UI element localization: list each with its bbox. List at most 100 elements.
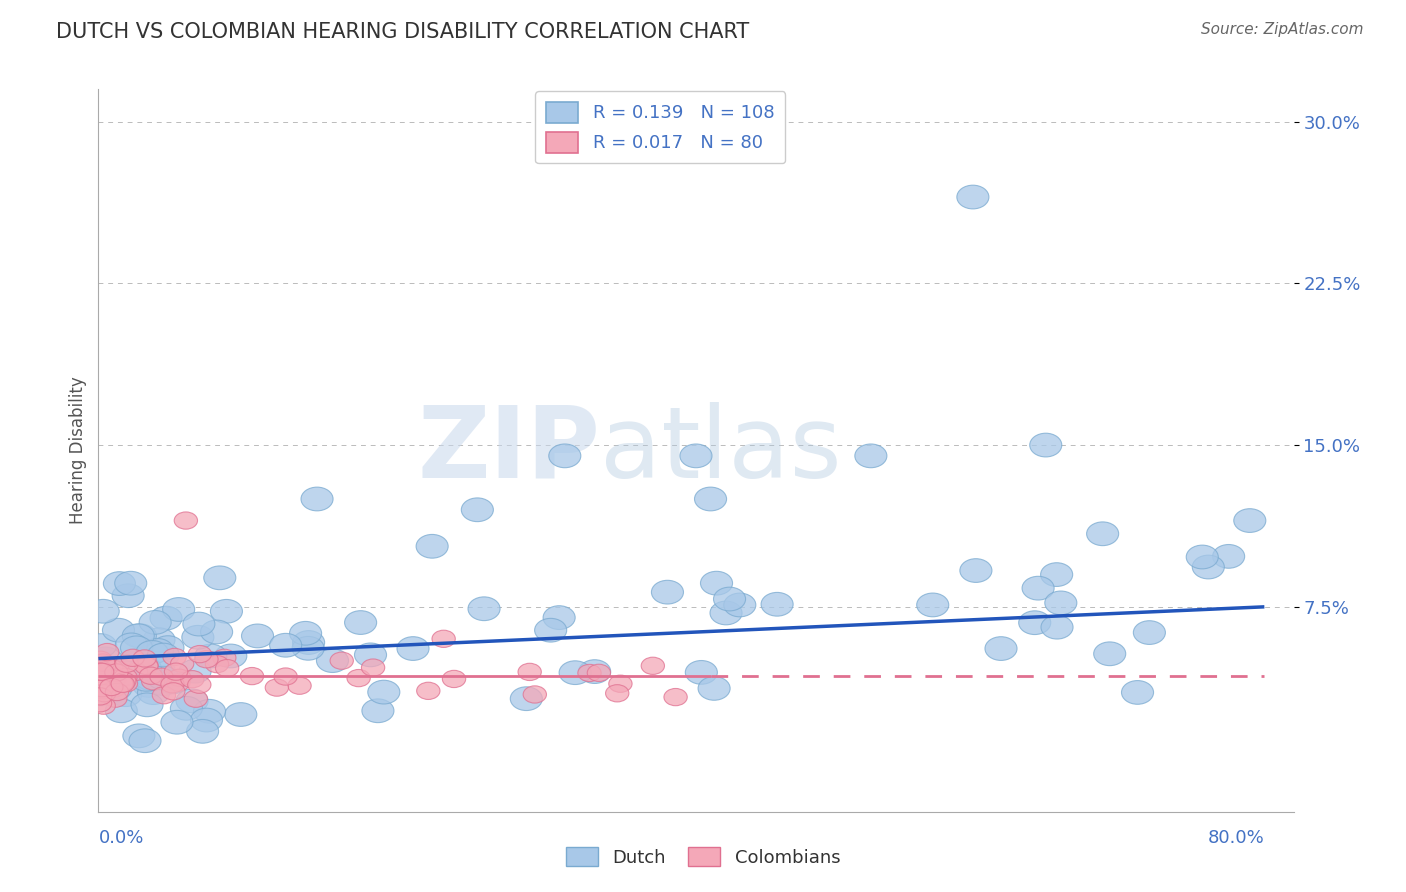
Text: Source: ZipAtlas.com: Source: ZipAtlas.com — [1201, 22, 1364, 37]
Ellipse shape — [142, 673, 165, 690]
Ellipse shape — [100, 659, 122, 677]
Ellipse shape — [855, 444, 887, 467]
Ellipse shape — [211, 599, 242, 624]
Ellipse shape — [190, 708, 222, 732]
Ellipse shape — [1133, 621, 1166, 644]
Ellipse shape — [242, 624, 274, 648]
Ellipse shape — [148, 666, 179, 690]
Ellipse shape — [1187, 545, 1218, 569]
Ellipse shape — [194, 699, 225, 723]
Ellipse shape — [354, 643, 387, 666]
Ellipse shape — [91, 658, 122, 682]
Ellipse shape — [510, 687, 543, 711]
Ellipse shape — [110, 675, 134, 692]
Ellipse shape — [111, 675, 135, 692]
Ellipse shape — [122, 624, 155, 648]
Ellipse shape — [1022, 576, 1054, 600]
Ellipse shape — [148, 672, 179, 696]
Ellipse shape — [131, 667, 163, 691]
Ellipse shape — [105, 683, 128, 700]
Ellipse shape — [176, 689, 208, 713]
Ellipse shape — [641, 657, 665, 674]
Ellipse shape — [205, 656, 229, 673]
Ellipse shape — [93, 684, 115, 702]
Ellipse shape — [139, 610, 172, 634]
Ellipse shape — [90, 680, 114, 697]
Ellipse shape — [578, 665, 602, 681]
Ellipse shape — [986, 637, 1017, 660]
Ellipse shape — [105, 661, 129, 678]
Ellipse shape — [170, 697, 202, 720]
Ellipse shape — [103, 663, 127, 680]
Ellipse shape — [152, 636, 184, 659]
Ellipse shape — [543, 606, 575, 630]
Ellipse shape — [167, 669, 191, 686]
Ellipse shape — [212, 649, 236, 666]
Ellipse shape — [89, 688, 112, 705]
Ellipse shape — [121, 636, 152, 660]
Ellipse shape — [170, 655, 194, 673]
Ellipse shape — [651, 581, 683, 604]
Ellipse shape — [201, 620, 232, 644]
Ellipse shape — [761, 592, 793, 616]
Ellipse shape — [132, 649, 156, 667]
Ellipse shape — [105, 699, 138, 723]
Y-axis label: Hearing Disability: Hearing Disability — [69, 376, 87, 524]
Ellipse shape — [664, 689, 688, 706]
Ellipse shape — [697, 676, 730, 700]
Ellipse shape — [89, 659, 112, 676]
Ellipse shape — [274, 668, 297, 685]
Ellipse shape — [183, 612, 215, 636]
Ellipse shape — [135, 657, 157, 674]
Ellipse shape — [142, 639, 173, 662]
Ellipse shape — [132, 673, 165, 698]
Ellipse shape — [290, 622, 322, 645]
Ellipse shape — [1029, 434, 1062, 457]
Ellipse shape — [187, 676, 211, 693]
Ellipse shape — [89, 661, 112, 678]
Ellipse shape — [91, 681, 114, 698]
Ellipse shape — [163, 598, 194, 622]
Ellipse shape — [89, 671, 121, 695]
Ellipse shape — [1234, 508, 1265, 533]
Ellipse shape — [560, 661, 591, 684]
Ellipse shape — [150, 607, 181, 630]
Ellipse shape — [1040, 615, 1073, 639]
Legend: R = 0.139   N = 108, R = 0.017   N = 80: R = 0.139 N = 108, R = 0.017 N = 80 — [536, 91, 785, 163]
Ellipse shape — [225, 703, 257, 726]
Ellipse shape — [100, 677, 132, 700]
Ellipse shape — [204, 566, 236, 590]
Ellipse shape — [84, 633, 117, 657]
Ellipse shape — [103, 670, 127, 688]
Ellipse shape — [100, 679, 122, 696]
Ellipse shape — [103, 618, 135, 642]
Ellipse shape — [1122, 681, 1153, 705]
Ellipse shape — [87, 599, 120, 624]
Ellipse shape — [548, 444, 581, 467]
Ellipse shape — [609, 675, 633, 692]
Ellipse shape — [138, 681, 170, 705]
Ellipse shape — [90, 647, 121, 671]
Ellipse shape — [163, 648, 187, 665]
Ellipse shape — [104, 664, 128, 681]
Ellipse shape — [1192, 555, 1225, 579]
Ellipse shape — [579, 660, 610, 683]
Ellipse shape — [215, 644, 247, 668]
Ellipse shape — [165, 663, 187, 681]
Ellipse shape — [93, 674, 117, 692]
Ellipse shape — [91, 654, 115, 671]
Text: 0.0%: 0.0% — [98, 829, 143, 847]
Ellipse shape — [174, 512, 197, 529]
Ellipse shape — [517, 664, 541, 681]
Ellipse shape — [266, 679, 288, 697]
Ellipse shape — [129, 657, 162, 681]
Ellipse shape — [606, 685, 628, 702]
Ellipse shape — [114, 675, 138, 692]
Ellipse shape — [347, 670, 370, 687]
Ellipse shape — [1087, 522, 1119, 546]
Ellipse shape — [160, 710, 193, 734]
Ellipse shape — [101, 680, 125, 698]
Ellipse shape — [468, 597, 501, 621]
Ellipse shape — [84, 682, 115, 706]
Ellipse shape — [1045, 591, 1077, 615]
